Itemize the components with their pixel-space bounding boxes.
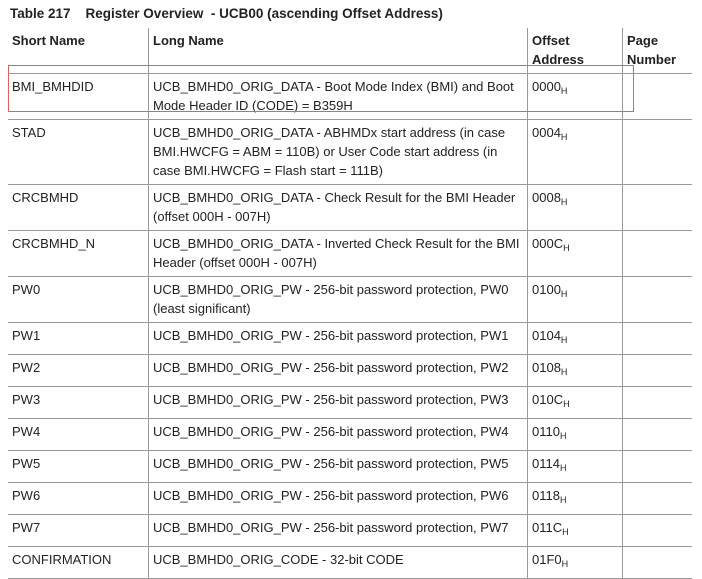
header-offset-address: Offset Address xyxy=(527,28,623,74)
long-name: UCB_BMHD0_ORIG_PW - 256-bit password pro… xyxy=(148,450,528,483)
offset-suffix: H xyxy=(560,335,568,345)
offset-suffix: H xyxy=(560,86,568,96)
long-name: UCB_BMHD0_ORIG_PW - 256-bit password pro… xyxy=(148,418,528,451)
offset-value: 010C xyxy=(532,392,564,407)
offset-address: 0004H xyxy=(527,119,623,185)
offset-suffix: H xyxy=(562,527,569,537)
offset-value: 0100 xyxy=(532,282,561,297)
offset-suffix: H xyxy=(561,559,569,569)
offset-suffix: H xyxy=(559,431,567,441)
long-name: UCB_BMHD0_ORIG_PW - 256-bit password pro… xyxy=(148,322,528,355)
offset-value: 0118 xyxy=(532,488,560,503)
header-page-number: Page Number xyxy=(622,28,692,74)
long-name: UCB_BMHD0_ORIG_DATA - Check Result for t… xyxy=(148,184,528,231)
offset-suffix: H xyxy=(560,367,568,377)
header-long-name: Long Name xyxy=(148,28,528,74)
offset-address: 0104H xyxy=(527,322,623,355)
offset-value: 0008 xyxy=(532,190,561,205)
offset-suffix: H xyxy=(560,197,568,207)
offset-address: 011CH xyxy=(527,514,623,547)
table-row: STAD UCB_BMHD0_ORIG_DATA - ABHMDx start a… xyxy=(8,119,692,185)
offset-value: 01F0 xyxy=(532,552,562,567)
offset-suffix: H xyxy=(563,399,570,409)
offset-address: 0118H xyxy=(527,482,623,515)
table-row: PW7 UCB_BMHD0_ORIG_PW - 256-bit password … xyxy=(8,514,692,547)
offset-value: 0108 xyxy=(532,360,561,375)
page-number xyxy=(622,322,692,355)
offset-value: 0000 xyxy=(532,79,561,94)
table-row: CRCBMHD_N UCB_BMHD0_ORIG_DATA - Inverted … xyxy=(8,230,692,277)
table-row: PW3 UCB_BMHD0_ORIG_PW - 256-bit password … xyxy=(8,386,692,419)
page-number xyxy=(622,418,692,451)
long-name: UCB_BMHD0_ORIG_PW - 256-bit password pro… xyxy=(148,482,528,515)
short-name: PW5 xyxy=(8,450,149,483)
long-name: UCB_BMHD0_ORIG_PW - 256-bit password pro… xyxy=(148,514,528,547)
page-number xyxy=(622,184,692,231)
table-row: BMI_BMHDID UCB_BMHD0_ORIG_DATA - Boot Mod… xyxy=(8,73,692,120)
offset-address: 0110H xyxy=(527,418,623,451)
table-caption: Table 217 Register Overview - UCB00 (asc… xyxy=(10,6,443,21)
offset-address: 0108H xyxy=(527,354,623,387)
offset-address: 000CH xyxy=(527,230,623,277)
short-name: PW4 xyxy=(8,418,149,451)
page-number xyxy=(622,482,692,515)
page-number xyxy=(622,73,692,120)
page-number xyxy=(622,386,692,419)
offset-suffix: H xyxy=(560,289,568,299)
table-row: PW2 UCB_BMHD0_ORIG_PW - 256-bit password … xyxy=(8,354,692,387)
long-name: UCB_BMHD0_ORIG_PW - 256-bit password pro… xyxy=(148,354,528,387)
short-name: PW2 xyxy=(8,354,149,387)
offset-address: 0114H xyxy=(527,450,623,483)
table-row: PW4 UCB_BMHD0_ORIG_PW - 256-bit password … xyxy=(8,418,692,451)
page-number xyxy=(622,546,692,579)
offset-suffix: H xyxy=(559,463,567,473)
offset-value: 000C xyxy=(532,236,564,251)
table-row: CRCBMHD UCB_BMHD0_ORIG_DATA - Check Resul… xyxy=(8,184,692,231)
table-row: PW1 UCB_BMHD0_ORIG_PW - 256-bit password … xyxy=(8,322,692,355)
header-row: Short Name Long Name Offset Address Page… xyxy=(8,28,692,74)
short-name: PW7 xyxy=(8,514,149,547)
offset-address: 01F0H xyxy=(527,546,623,579)
page-number xyxy=(622,119,692,185)
offset-value: 0110 xyxy=(532,424,560,439)
page-number xyxy=(622,450,692,483)
short-name: CONFIRMATION xyxy=(8,546,149,579)
register-table: Short Name Long Name Offset Address Page… xyxy=(8,28,692,579)
long-name: UCB_BMHD0_ORIG_PW - 256-bit password pro… xyxy=(148,386,528,419)
offset-suffix: H xyxy=(563,243,570,253)
offset-value: 0114 xyxy=(532,456,560,471)
offset-suffix: H xyxy=(560,132,568,142)
offset-suffix: H xyxy=(559,495,567,505)
short-name: STAD xyxy=(8,119,149,185)
short-name: PW3 xyxy=(8,386,149,419)
header-short-name: Short Name xyxy=(8,28,149,74)
page-number xyxy=(622,230,692,277)
short-name: CRCBMHD xyxy=(8,184,149,231)
short-name: PW0 xyxy=(8,276,149,323)
page-number xyxy=(622,276,692,323)
offset-value: 0004 xyxy=(532,125,561,140)
table-row: PW0 UCB_BMHD0_ORIG_PW - 256-bit password … xyxy=(8,276,692,323)
long-name: UCB_BMHD0_ORIG_DATA - ABHMDx start addre… xyxy=(148,119,528,185)
short-name: BMI_BMHDID xyxy=(8,73,149,120)
offset-value: 0104 xyxy=(532,328,561,343)
offset-address: 0100H xyxy=(527,276,623,323)
offset-address: 0000H xyxy=(527,73,623,120)
long-name: UCB_BMHD0_ORIG_DATA - Boot Mode Index (B… xyxy=(148,73,528,120)
short-name: CRCBMHD_N xyxy=(8,230,149,277)
offset-value: 011C xyxy=(532,520,563,535)
short-name: PW1 xyxy=(8,322,149,355)
short-name: PW6 xyxy=(8,482,149,515)
long-name: UCB_BMHD0_ORIG_CODE - 32-bit CODE xyxy=(148,546,528,579)
long-name: UCB_BMHD0_ORIG_DATA - Inverted Check Res… xyxy=(148,230,528,277)
table-row: CONFIRMATION UCB_BMHD0_ORIG_CODE - 32-bit… xyxy=(8,546,692,579)
offset-address: 010CH xyxy=(527,386,623,419)
long-name: UCB_BMHD0_ORIG_PW - 256-bit password pro… xyxy=(148,276,528,323)
page-number xyxy=(622,514,692,547)
table-row: PW5 UCB_BMHD0_ORIG_PW - 256-bit password … xyxy=(8,450,692,483)
page-number xyxy=(622,354,692,387)
offset-address: 0008H xyxy=(527,184,623,231)
table-row: PW6 UCB_BMHD0_ORIG_PW - 256-bit password … xyxy=(8,482,692,515)
